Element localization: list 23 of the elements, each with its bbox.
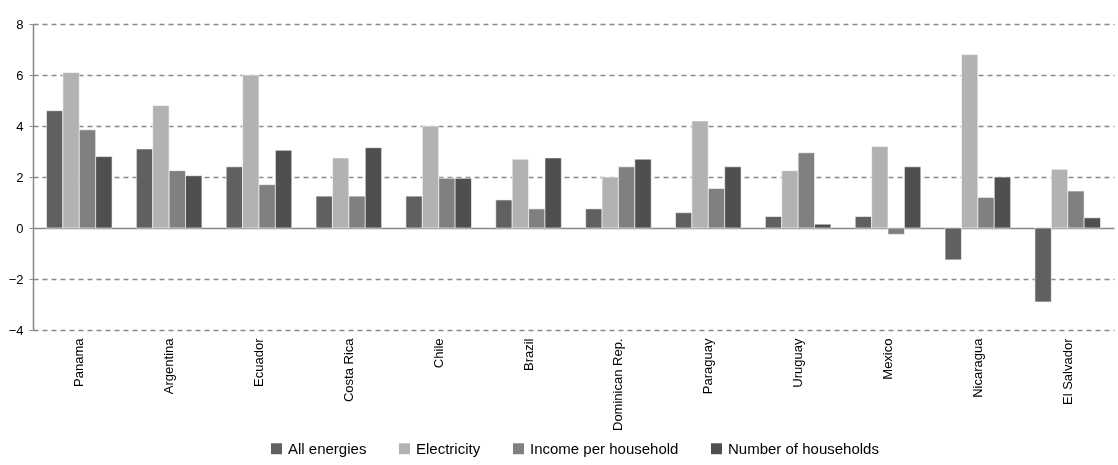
x-tick-label: Paraguay bbox=[700, 338, 716, 395]
x-tick-label: Costa Rica bbox=[340, 337, 356, 403]
x-tick-label: Ecuador bbox=[250, 337, 266, 387]
legend-label: Electricity bbox=[416, 439, 481, 457]
legend-label: Income per household bbox=[530, 439, 679, 457]
x-tick-label: El Salvador bbox=[1059, 337, 1075, 405]
x-tick-label: Nicaragua bbox=[969, 337, 985, 398]
y-tick-label: −4 bbox=[8, 322, 24, 338]
y-tick-label: 0 bbox=[16, 220, 24, 236]
x-tick-label: Panama bbox=[71, 337, 87, 387]
y-tick-label: −2 bbox=[8, 271, 24, 287]
legend-label: Number of households bbox=[728, 439, 879, 457]
y-tick-label: 4 bbox=[16, 118, 24, 134]
x-tick-label: Argentina bbox=[161, 337, 177, 395]
y-tick-label: 2 bbox=[16, 169, 24, 185]
x-tick-label: Uruguay bbox=[790, 338, 806, 388]
x-tick-label: Mexico bbox=[880, 338, 896, 380]
legend-label: All energies bbox=[288, 439, 367, 457]
y-tick-label: 8 bbox=[16, 16, 24, 32]
x-tick-label: Dominican Rep. bbox=[610, 338, 626, 431]
x-tick-label: Chile bbox=[430, 338, 446, 369]
y-tick-label: 6 bbox=[16, 67, 24, 83]
x-tick-label: Brazil bbox=[520, 338, 536, 372]
